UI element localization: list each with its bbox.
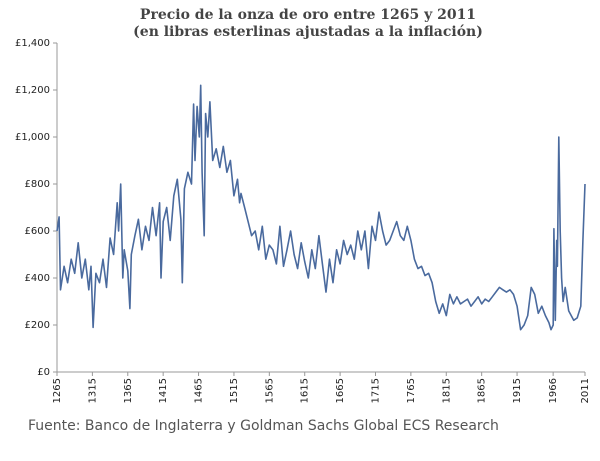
line-series bbox=[56, 84, 586, 331]
x-tick-label: 1565 bbox=[264, 378, 275, 403]
chart-subtitle: (en libras esterlinas ajustadas a la inf… bbox=[133, 24, 483, 40]
x-tick-label: 1515 bbox=[229, 378, 240, 403]
y-tick-label: £1,400 bbox=[15, 38, 50, 49]
x-tick-label: 1915 bbox=[512, 378, 523, 403]
x-tick-label: 2011 bbox=[580, 378, 591, 403]
x-tick-label: 1415 bbox=[158, 378, 169, 403]
x-tick-label: 1465 bbox=[194, 378, 205, 403]
x-tick-label: 1765 bbox=[406, 378, 417, 403]
x-tick-label: 1265 bbox=[52, 378, 63, 403]
x-tick-label: 1315 bbox=[87, 378, 98, 403]
y-tick-label: £0 bbox=[37, 367, 50, 378]
y-tick-label: £400 bbox=[25, 273, 50, 284]
y-tick-label: £800 bbox=[25, 179, 50, 190]
source: Fuente: Banco de Inglaterra y Goldman Sa… bbox=[28, 418, 499, 434]
y-tick-label: £1,200 bbox=[15, 85, 50, 96]
x-tick-label: 1365 bbox=[123, 378, 134, 403]
x-tick-label: 1665 bbox=[335, 378, 346, 403]
y-tick-label: £600 bbox=[25, 226, 50, 237]
x-tick-label: 1865 bbox=[477, 378, 488, 403]
chart-title: Precio de la onza de oro entre 1265 y 20… bbox=[140, 7, 476, 23]
x-tick-label: 1815 bbox=[441, 378, 452, 403]
x-tick-label: 1715 bbox=[370, 378, 381, 403]
y-tick-label: £200 bbox=[25, 320, 50, 331]
y-tick-label: £1,000 bbox=[15, 132, 50, 143]
x-tick-label: 1966 bbox=[548, 378, 559, 403]
x-tick-label: 1615 bbox=[300, 378, 311, 403]
